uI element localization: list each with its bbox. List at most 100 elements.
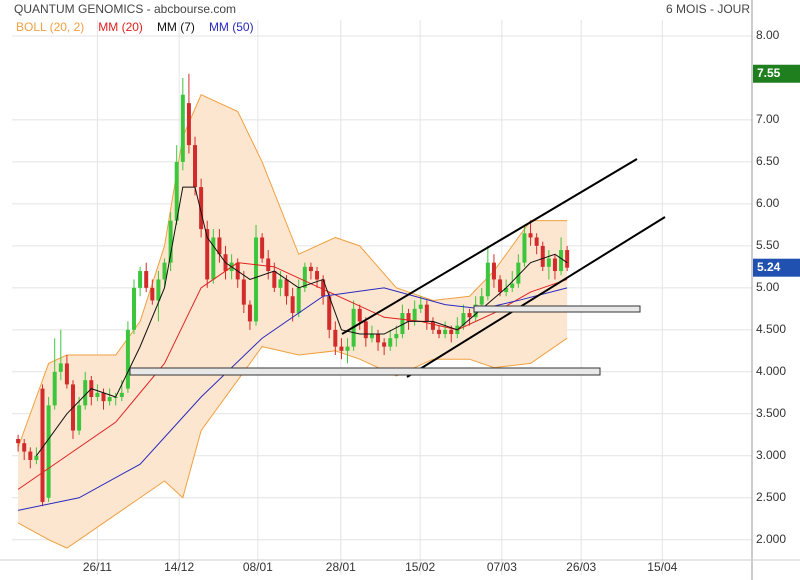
candle-body xyxy=(339,346,344,351)
candle-body xyxy=(485,262,490,297)
y-tick-label: 6.50 xyxy=(756,154,780,168)
candle-body xyxy=(400,313,405,335)
candle-body xyxy=(382,342,387,347)
candle-body xyxy=(412,308,417,322)
candle-body xyxy=(241,279,246,305)
candle-body xyxy=(394,334,399,339)
candle-body xyxy=(46,405,51,498)
candle-body xyxy=(424,304,429,322)
y-tick-label: 2.500 xyxy=(756,490,786,504)
y-tick-label: 5.50 xyxy=(756,238,780,252)
candle-body xyxy=(199,187,204,230)
candle-body xyxy=(260,237,265,259)
candle-body xyxy=(101,392,106,402)
candle-body xyxy=(363,321,368,339)
candle-body xyxy=(540,245,545,267)
legend-entry: MM (20) xyxy=(98,20,143,34)
candle-body xyxy=(125,329,130,389)
candle-body xyxy=(491,262,496,280)
candle-body xyxy=(107,396,112,402)
candle-body xyxy=(296,287,301,314)
candle-body xyxy=(64,363,69,385)
candle-body xyxy=(321,279,326,297)
bollinger-lower xyxy=(17,337,568,549)
candle-body xyxy=(272,271,277,288)
y-tick-label: 5.00 xyxy=(756,280,780,294)
candle-body xyxy=(302,266,307,288)
candle-body xyxy=(174,161,179,221)
candle-body xyxy=(34,455,39,460)
legend-entry: BOLL (20, 2) xyxy=(16,20,84,34)
x-tick-label: 26/11 xyxy=(83,560,112,574)
candle-body xyxy=(193,145,198,188)
x-tick-label: 15/04 xyxy=(647,560,677,574)
x-tick-label: 14/12 xyxy=(164,560,194,574)
candle-body xyxy=(345,346,350,351)
candle-body xyxy=(290,296,295,314)
candle-body xyxy=(168,220,173,263)
chart-title: QUANTUM GENOMICS - abcbourse.com xyxy=(14,2,236,16)
candle-body xyxy=(58,363,63,372)
candle-body xyxy=(217,237,222,255)
y-tick-label: 2.000 xyxy=(756,532,786,546)
y-tick-label: 7.00 xyxy=(756,112,780,126)
candle-body xyxy=(83,380,88,406)
bollinger-upper xyxy=(17,94,568,448)
y-tick-label: 4.000 xyxy=(756,364,786,378)
candle-body xyxy=(254,237,259,322)
candle-body xyxy=(247,304,252,322)
candle-body xyxy=(565,250,570,268)
candle-body xyxy=(16,438,21,444)
candle-body xyxy=(22,443,27,452)
candle-body xyxy=(443,329,448,335)
candle-body xyxy=(144,271,149,288)
candle-body xyxy=(479,296,484,305)
candle-body xyxy=(156,279,161,301)
candle-body xyxy=(369,334,374,339)
trend-line xyxy=(341,158,638,335)
x-tick-label: 28/01 xyxy=(326,560,356,574)
candle-body xyxy=(205,229,210,280)
candle-body xyxy=(534,237,539,246)
candle-body xyxy=(449,329,454,335)
x-tick-label: 15/02 xyxy=(405,560,435,574)
x-tick-label: 07/03 xyxy=(487,560,517,574)
candle-body xyxy=(315,271,320,280)
candle-body xyxy=(552,258,557,272)
candle-body xyxy=(308,266,313,272)
candle-body xyxy=(211,237,216,280)
candle-body xyxy=(418,304,423,309)
candle-body xyxy=(498,279,503,293)
candle-body xyxy=(522,233,527,263)
candle-body xyxy=(516,262,521,284)
y-tick-label: 8.00 xyxy=(756,28,780,42)
candle-body xyxy=(504,287,509,293)
candle-body xyxy=(388,338,393,347)
support-zone xyxy=(129,367,601,376)
candle-body xyxy=(333,329,338,347)
chart-subtitle: 6 MOIS - JOUR xyxy=(666,2,750,16)
candle-body xyxy=(357,308,362,322)
candle-body xyxy=(28,451,33,460)
candle-body xyxy=(77,405,82,431)
candle-body xyxy=(284,279,289,297)
price-marker-label: 5.24 xyxy=(757,260,781,274)
candle-body xyxy=(430,321,435,330)
candle-body xyxy=(546,258,551,267)
candle-body xyxy=(467,313,472,318)
candle-body xyxy=(528,233,533,238)
y-tick-label: 6.00 xyxy=(756,196,780,210)
price-marker-box xyxy=(753,64,800,83)
candle-body xyxy=(52,371,57,406)
candle-body xyxy=(278,279,283,288)
x-tick-label: 08/01 xyxy=(243,560,273,574)
candle-body xyxy=(510,283,515,288)
candle-body xyxy=(150,287,155,301)
candle-body xyxy=(406,313,411,322)
legend-entry: MM (50) xyxy=(209,20,254,34)
legend-entry: MM (7) xyxy=(157,20,195,34)
candle-body xyxy=(266,258,271,272)
candle-body xyxy=(162,262,167,280)
